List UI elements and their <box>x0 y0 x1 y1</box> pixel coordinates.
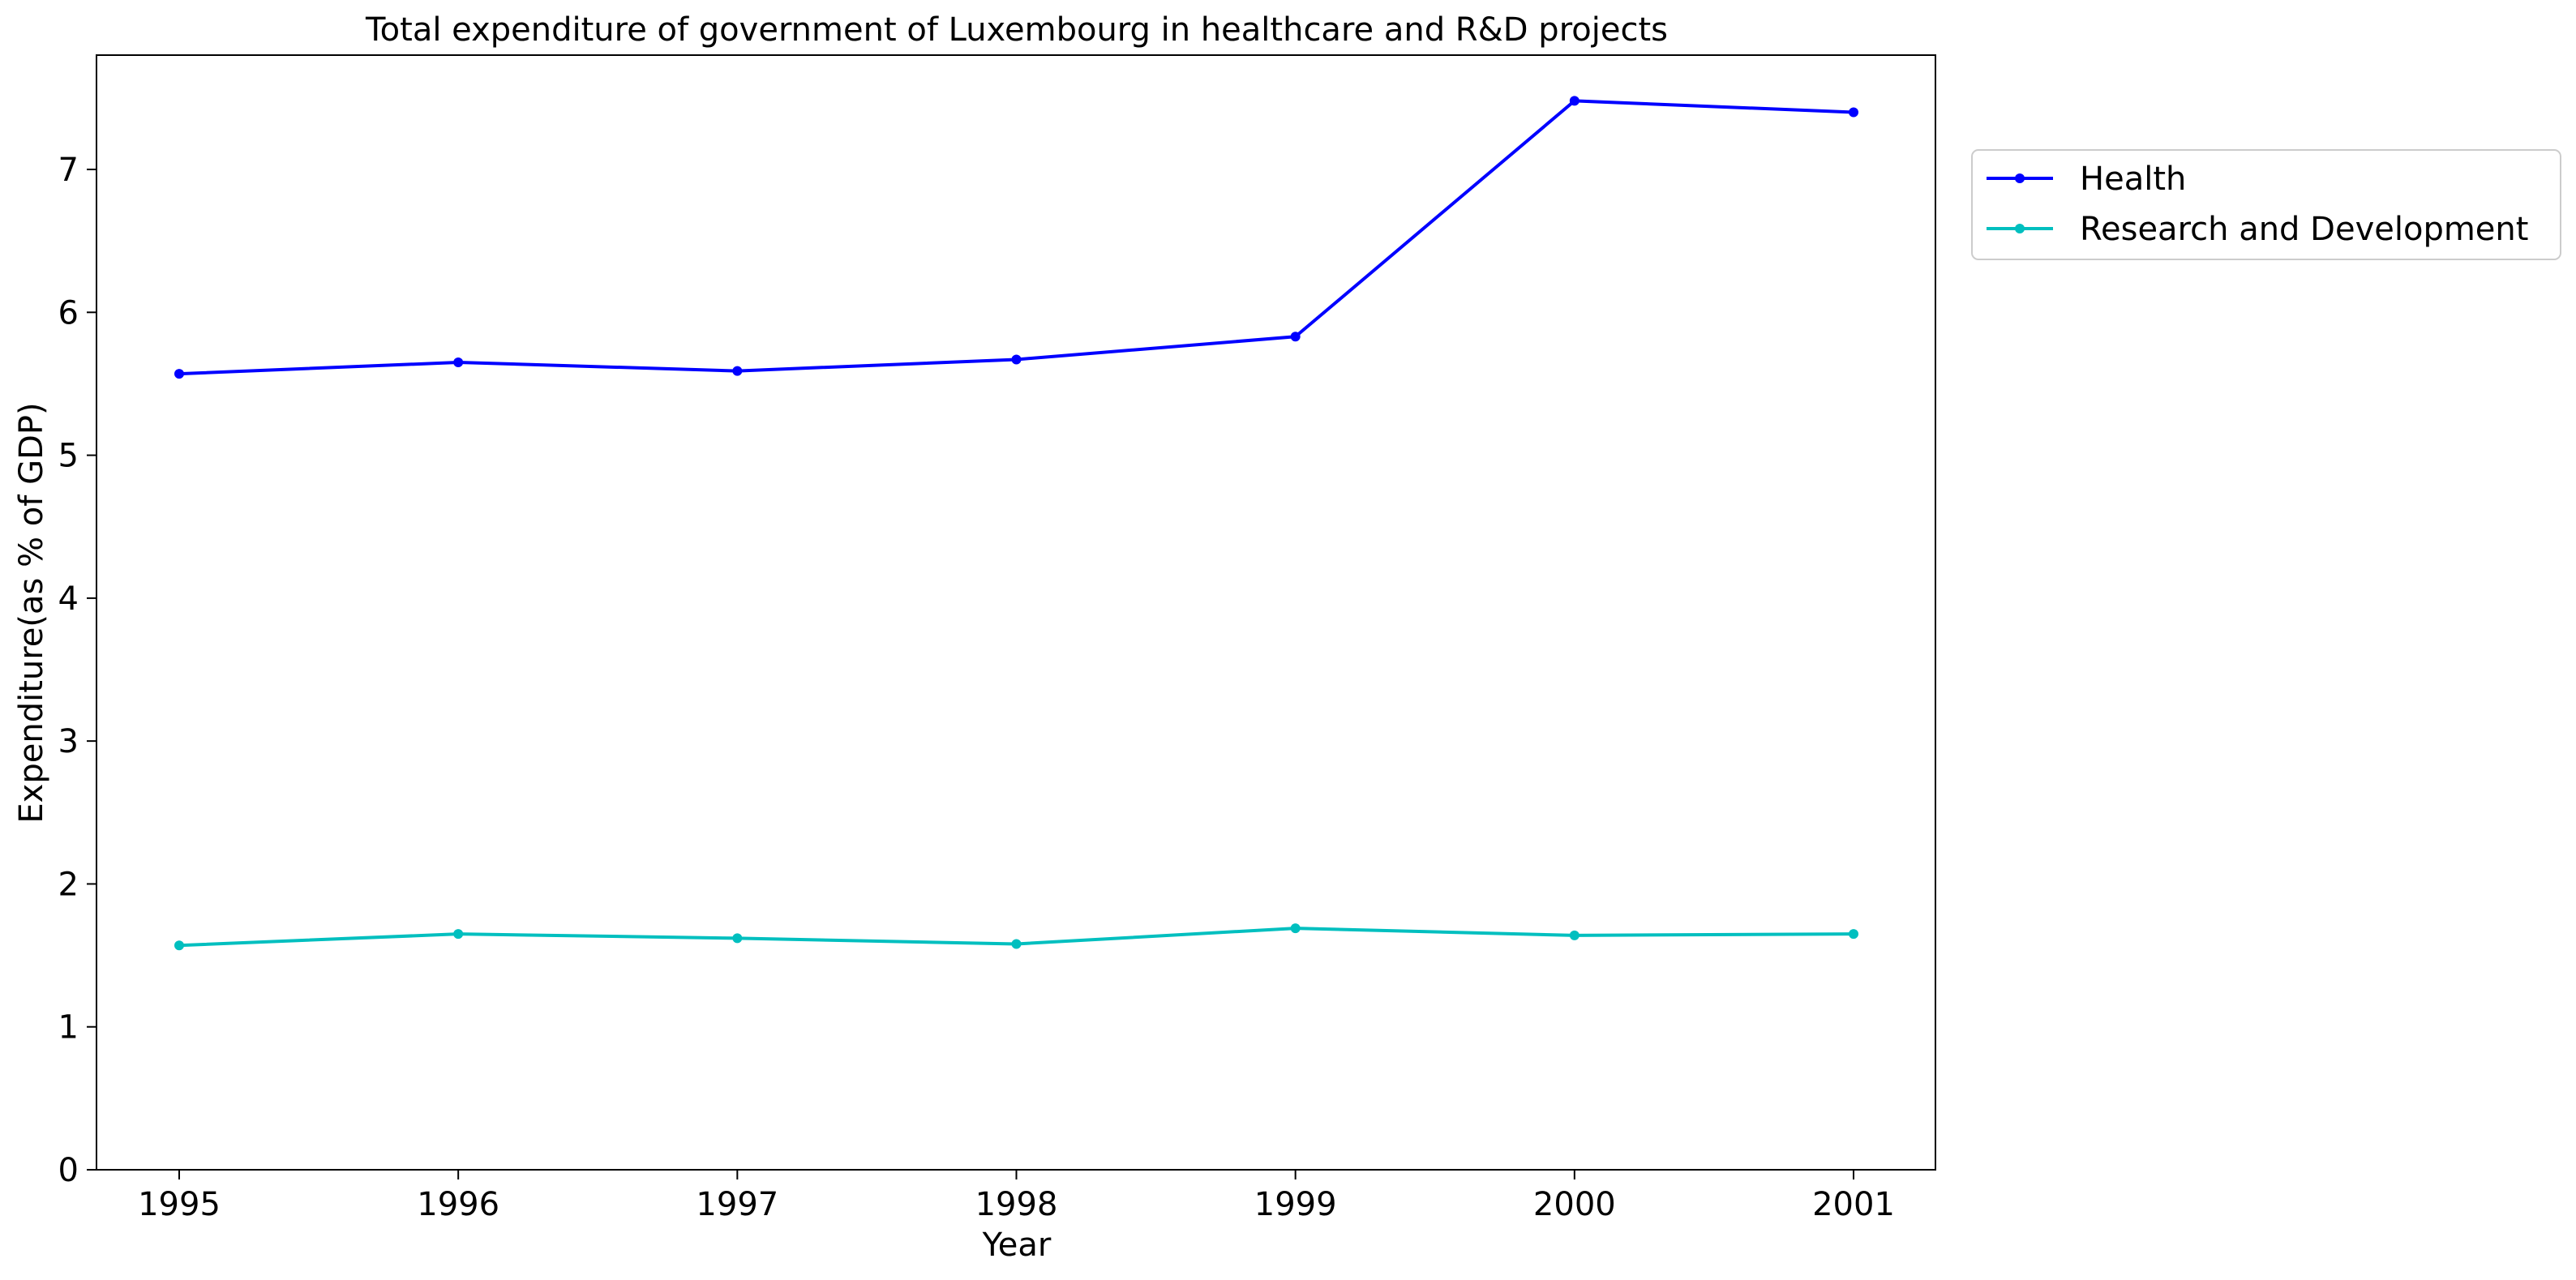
legend-marker <box>2015 224 2025 233</box>
y-tick-label: 1 <box>58 1009 79 1047</box>
y-tick-label: 6 <box>58 294 79 332</box>
series-layer <box>174 96 1858 951</box>
data-point <box>1011 354 1022 365</box>
y-axis-label: Expenditure(as % of GDP) <box>13 402 50 823</box>
data-point <box>1569 930 1579 940</box>
legend-item: Research and Development <box>1987 211 2528 248</box>
data-point <box>1849 107 1858 118</box>
data-point <box>174 369 184 379</box>
y-tick-label: 3 <box>58 723 79 760</box>
x-tick-label: 1998 <box>975 1186 1058 1223</box>
legend-item: Health <box>1987 161 2186 198</box>
legend-label: Health <box>2080 161 2186 198</box>
data-point <box>453 929 464 940</box>
x-axis-label: Year <box>982 1226 1052 1264</box>
chart-title: Total expenditure of government of Luxem… <box>365 11 1668 49</box>
x-tick-label: 2000 <box>1533 1186 1616 1223</box>
x-tick-label: 1997 <box>696 1186 778 1223</box>
y-tick-label: 4 <box>58 580 79 618</box>
y-tick-label: 0 <box>58 1152 79 1189</box>
series-1 <box>174 923 1858 951</box>
legend-box <box>1971 149 2561 260</box>
legend: Health Research and Development <box>1971 149 2561 260</box>
data-point <box>1290 923 1301 934</box>
legend-marker <box>2015 173 2025 183</box>
x-axis: 1995 1996 1997 1998 1999 2000 2001 <box>138 1170 1895 1223</box>
x-tick-label: 1995 <box>138 1186 221 1223</box>
data-point <box>1011 939 1022 949</box>
y-tick-label: 2 <box>58 866 79 903</box>
y-axis: 0 1 2 3 4 5 6 7 <box>58 152 96 1189</box>
y-tick-label: 5 <box>58 438 79 475</box>
series-line <box>178 99 1854 376</box>
plot-area <box>96 54 1936 1171</box>
legend-label: Research and Development <box>2080 211 2528 248</box>
x-tick-label: 1999 <box>1254 1186 1337 1223</box>
data-point <box>1849 929 1858 940</box>
y-tick-label: 7 <box>58 152 79 189</box>
series-0 <box>174 96 1858 379</box>
data-point <box>1569 96 1579 106</box>
data-point <box>453 357 464 368</box>
data-point <box>174 940 184 951</box>
data-point <box>732 933 743 944</box>
data-point <box>732 366 743 376</box>
x-tick-label: 2001 <box>1812 1186 1895 1223</box>
data-point <box>1290 332 1301 342</box>
x-tick-label: 1996 <box>417 1186 499 1223</box>
